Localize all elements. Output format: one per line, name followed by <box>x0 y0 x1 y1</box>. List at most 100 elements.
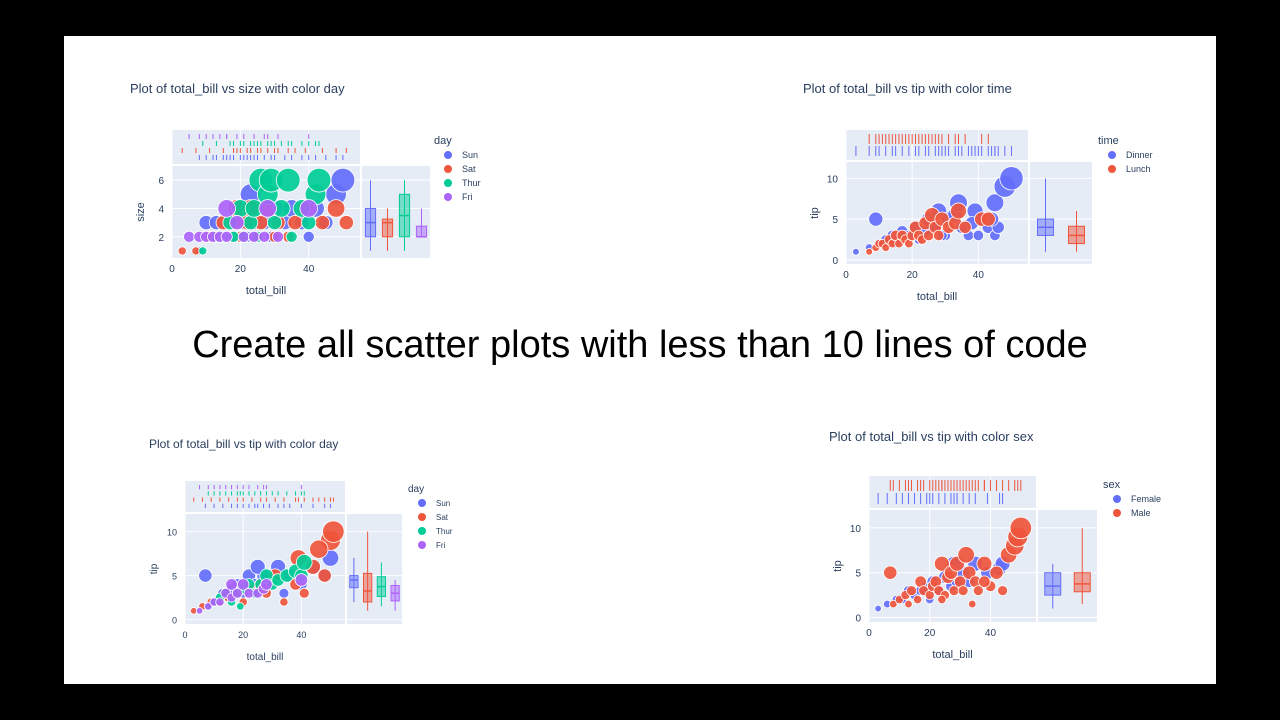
scatter-point <box>204 602 213 611</box>
box-plot-area <box>347 514 402 624</box>
scatter-point <box>317 568 332 583</box>
scatter-point <box>997 585 1008 597</box>
scatter-chart-size-day: 0 20 40 2 4 6 total_bill size day Sun Sat Thur Fri <box>135 130 481 297</box>
box <box>1044 572 1062 596</box>
x-axis-title: total_bill <box>917 291 957 303</box>
scatter-point <box>889 599 898 609</box>
scatter-point <box>295 554 313 571</box>
scatter-point <box>258 230 271 243</box>
scatter-point <box>980 211 996 227</box>
scatter-point <box>937 594 947 605</box>
scatter-point <box>306 167 332 193</box>
y-tick-label: 10 <box>850 524 862 535</box>
scatter-point <box>912 594 923 605</box>
scatter-point <box>1009 516 1033 540</box>
scatter-point <box>978 575 991 588</box>
box <box>363 572 373 603</box>
legend-marker <box>418 541 426 549</box>
rug-plot-area <box>846 130 1028 160</box>
scatter-point <box>198 568 213 583</box>
scatter-chart-tip-time: 0 20 40 0 5 10 total_bill tip time Dinner Lunch <box>809 130 1153 303</box>
headline: Create all scatter plots with less than … <box>192 324 1088 366</box>
scatter-point <box>195 607 204 615</box>
scatter-point <box>198 246 208 256</box>
scatter-point <box>326 199 346 218</box>
legend-label: Sat <box>462 164 476 174</box>
box-plot-area <box>1038 510 1097 622</box>
x-tick-label: 0 <box>169 264 175 275</box>
legend-label: Fri <box>462 192 473 202</box>
scatter-point <box>883 565 898 580</box>
scatter-point <box>275 167 301 193</box>
plot-title-tip-day: Plot of total_bill vs tip with color day <box>149 437 339 451</box>
legend-title: day <box>408 484 424 495</box>
scatter-point <box>906 585 917 597</box>
scatter-point <box>298 587 310 599</box>
legend-marker <box>444 193 452 201</box>
scatter-point <box>279 597 289 607</box>
y-tick-label: 5 <box>172 572 177 582</box>
x-tick-label: 40 <box>973 270 985 281</box>
scatter-point <box>989 565 1004 580</box>
legend-marker <box>418 513 426 521</box>
legend-marker <box>444 179 452 187</box>
scatter-point <box>309 539 329 559</box>
box-plot-area <box>1030 162 1092 264</box>
x-tick-label: 20 <box>907 270 919 281</box>
y-tick-label: 0 <box>832 256 838 267</box>
legend-marker <box>418 527 426 535</box>
scatter-point <box>231 587 243 599</box>
legend-title: day <box>434 135 452 147</box>
scatter-point <box>225 578 238 591</box>
scatter-point <box>868 211 884 227</box>
x-tick-label: 40 <box>296 630 306 640</box>
legend-label: Sat <box>436 513 449 522</box>
legend-label: Thur <box>436 527 453 536</box>
scatter-point <box>852 247 860 256</box>
x-axis-title: total_bill <box>246 285 286 297</box>
x-axis-title: total_bill <box>932 649 972 661</box>
box <box>1073 572 1091 593</box>
x-tick-label: 0 <box>182 630 187 640</box>
scatter-point <box>302 230 315 243</box>
legend-label: Thur <box>462 178 481 188</box>
scatter-point <box>271 230 284 243</box>
y-axis-title: tip <box>809 207 821 219</box>
scatter-point <box>177 246 187 256</box>
rug-plot-area <box>185 481 345 512</box>
scatter-point <box>299 199 318 218</box>
x-tick-label: 40 <box>985 628 997 639</box>
y-tick-label: 4 <box>158 204 164 215</box>
y-tick-label: 10 <box>827 174 839 185</box>
legend-title: sex <box>1103 479 1121 491</box>
scatter-point <box>985 193 1005 213</box>
y-axis-title: size <box>135 202 147 222</box>
y-tick-label: 5 <box>855 569 861 580</box>
legend-marker <box>444 151 452 159</box>
plot-title-size-day: Plot of total_bill vs size with color da… <box>130 81 345 96</box>
y-tick-label: 10 <box>167 528 177 538</box>
scatter-point <box>950 202 967 220</box>
x-tick-label: 40 <box>303 264 315 275</box>
scatter-point <box>260 578 273 591</box>
legend-label: Fri <box>436 541 446 550</box>
scatter-point <box>958 220 972 234</box>
scatter-point <box>874 604 882 613</box>
plot-title-tip-time: Plot of total_bill vs tip with color tim… <box>803 81 1012 96</box>
scatter-point <box>229 215 245 231</box>
legend-label: Lunch <box>1126 164 1151 174</box>
scatter-point <box>881 243 891 252</box>
scatter-point <box>217 199 236 218</box>
plot-title-tip-sex: Plot of total_bill vs tip with color sex <box>829 429 1034 444</box>
x-tick-label: 0 <box>843 270 849 281</box>
legend-label: Sun <box>462 150 478 160</box>
legend-marker <box>444 165 452 173</box>
scatter-point <box>957 546 975 564</box>
scatter-point <box>904 599 913 609</box>
legend-marker <box>418 499 426 507</box>
x-tick-label: 0 <box>866 628 872 639</box>
scatter-point <box>215 597 225 607</box>
scatter-point <box>266 215 283 231</box>
legend-label: Male <box>1131 508 1151 518</box>
rug-plot-area <box>869 476 1036 508</box>
